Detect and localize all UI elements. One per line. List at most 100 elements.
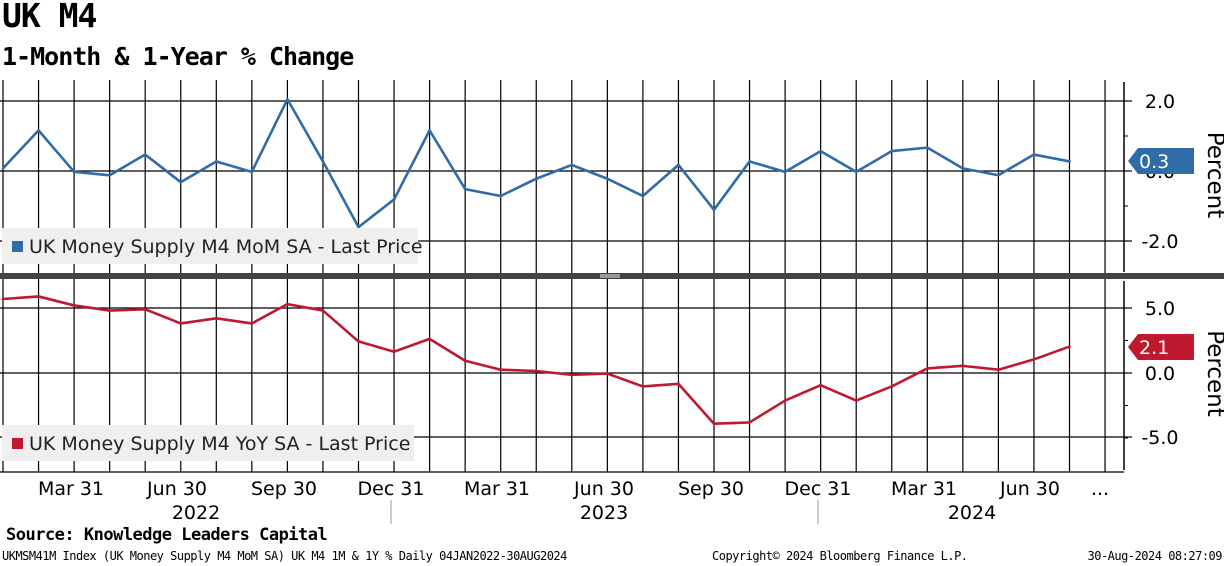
- data-point: [143, 153, 147, 156]
- y-axis-title: Percent: [1202, 132, 1224, 219]
- last-value-label: 2.1: [1139, 337, 1169, 359]
- data-point: [321, 160, 325, 163]
- data-point: [854, 399, 858, 402]
- axes: [0, 82, 1224, 524]
- data-point: [534, 369, 538, 373]
- data-point: [677, 163, 680, 167]
- data-point: [286, 302, 289, 306]
- data-point: [997, 368, 1000, 372]
- data-point: [392, 198, 396, 201]
- legend-box: [2, 228, 418, 264]
- data-point: [926, 367, 929, 370]
- data-point: [890, 149, 894, 153]
- data-point: [1068, 160, 1071, 163]
- data-point: [428, 337, 431, 341]
- legend-swatch: [12, 241, 23, 252]
- series-layer: [1, 97, 1071, 426]
- footer-timestamp: 30-Aug-2024 08:27:09: [1087, 549, 1223, 563]
- chart-title: UK M4: [2, 0, 97, 35]
- data-point: [37, 295, 40, 298]
- data-point: [961, 167, 965, 170]
- x-tick-label: Sep 30: [251, 478, 317, 500]
- data-point: [890, 385, 894, 388]
- data-point: [428, 129, 431, 132]
- data-point: [499, 194, 503, 198]
- data-point: [1032, 153, 1036, 156]
- data-point: [819, 149, 822, 153]
- data-point: [819, 383, 822, 387]
- data-point: [748, 421, 751, 424]
- y-tick-label: 2.0: [1145, 91, 1175, 113]
- data-point: [712, 422, 716, 426]
- chart-area: 2.0 0.0 -2.0 0.3 Percent UK Money Supply M4 M…: [0, 80, 1224, 524]
- x-year-label: 2024: [948, 502, 996, 524]
- data-point: [143, 307, 147, 311]
- data-point: [570, 163, 574, 167]
- footer-copyright: Copyright© 2024 Bloomberg Finance L.P.: [712, 549, 968, 563]
- data-point: [250, 170, 254, 174]
- data-point: [108, 309, 111, 312]
- x-tick-label: Mar 31: [891, 478, 957, 500]
- data-point: [392, 350, 396, 354]
- last-value-badge: [1128, 148, 1194, 174]
- data-point: [321, 309, 325, 312]
- data-point: [463, 187, 467, 191]
- y-tick-label: -5.0: [1141, 427, 1178, 449]
- source-note: Source: Knowledge Leaders Capital: [6, 525, 328, 545]
- legend-label: UK Money Supply M4 MoM SA - Last Price: [29, 236, 423, 258]
- data-point: [499, 368, 503, 372]
- data-point: [108, 173, 111, 177]
- x-tick-label: Mar 31: [464, 478, 530, 500]
- data-point: [357, 225, 360, 229]
- data-point: [570, 373, 574, 377]
- data-point: [179, 180, 183, 184]
- data-point: [606, 372, 609, 375]
- last-value-label: 0.3: [1139, 151, 1169, 173]
- x-tick-label: Jun 30: [573, 478, 634, 500]
- data-point: [72, 170, 76, 174]
- data-point: [1, 297, 5, 301]
- data-point: [997, 173, 1000, 177]
- legend-swatch: [12, 438, 23, 449]
- chart-subtitle: 1-Month & 1-Year % Change: [2, 42, 354, 71]
- x-tick-label: Jun 30: [146, 478, 207, 500]
- data-point: [1068, 345, 1071, 348]
- data-point: [1, 167, 5, 170]
- data-point: [783, 170, 787, 174]
- x-tick-label: Dec 31: [358, 478, 425, 500]
- data-point: [961, 364, 965, 368]
- y-axis-title: Percent: [1202, 330, 1224, 417]
- data-point: [641, 194, 645, 198]
- footer-index-info: UKMSM41M Index (UK Money Supply M4 MoM S…: [2, 549, 567, 563]
- x-year-label: 2022: [172, 502, 220, 524]
- labels-layer: 2.0 0.0 -2.0 0.3 Percent UK Money Supply M4 M…: [2, 91, 1224, 524]
- y-tick-label: 5.0: [1145, 298, 1175, 320]
- data-point: [357, 340, 360, 343]
- data-point: [1032, 358, 1036, 361]
- x-tick-label: Dec 31: [785, 478, 852, 500]
- x-tick-label: ...: [1091, 478, 1109, 500]
- data-point: [179, 322, 183, 325]
- x-tick-label: Mar 31: [38, 478, 104, 500]
- legend-box: [2, 425, 414, 461]
- x-tick-label: Jun 30: [999, 478, 1060, 500]
- data-point: [286, 97, 289, 101]
- data-point: [250, 322, 254, 325]
- data-point: [72, 304, 76, 307]
- data-point: [215, 316, 218, 320]
- data-point: [641, 385, 645, 388]
- data-point: [712, 208, 716, 212]
- data-point: [606, 177, 609, 181]
- data-point: [854, 170, 858, 174]
- data-point: [463, 359, 467, 363]
- panel-divider-handle: [600, 274, 620, 278]
- data-point: [926, 146, 929, 149]
- x-tick-label: Sep 30: [678, 478, 744, 500]
- data-point: [783, 399, 787, 402]
- legend-label: UK Money Supply M4 YoY SA - Last Price: [29, 433, 410, 455]
- data-point: [37, 129, 40, 132]
- y-tick-label: -2.0: [1141, 231, 1178, 253]
- x-year-label: 2023: [580, 502, 628, 524]
- data-point: [748, 160, 751, 163]
- last-value-badge: [1128, 334, 1194, 360]
